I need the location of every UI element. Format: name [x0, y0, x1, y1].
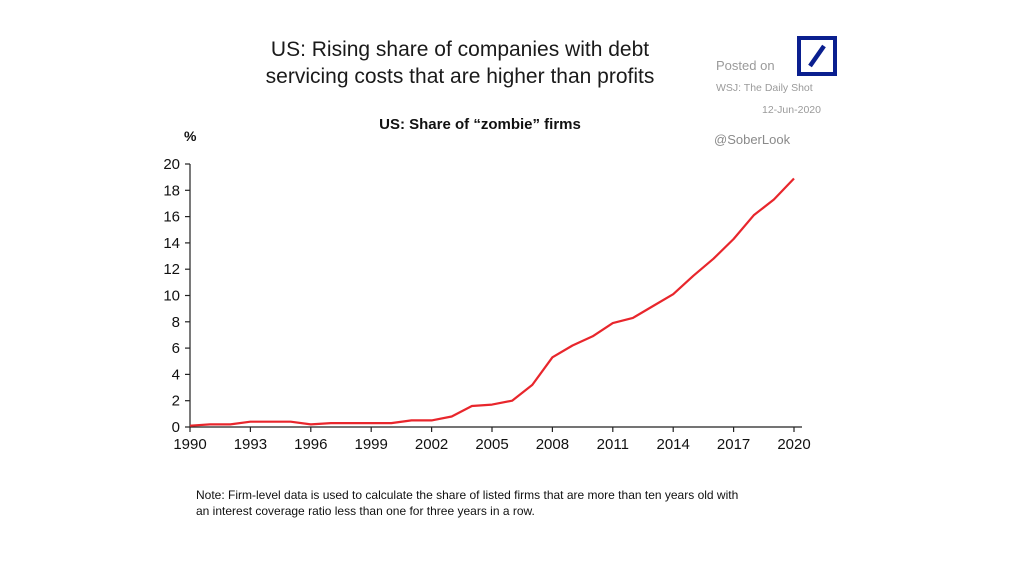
title-line-1: US: Rising share of companies with debt — [270, 38, 650, 61]
title-line-2: servicing costs that are higher than pro… — [265, 65, 655, 88]
series-line-zombie-share — [189, 177, 795, 427]
x-tick-label: 1990 — [173, 436, 206, 453]
y-tick-labels: 0 2 4 6 8 10 12 14 16 18 20 — [163, 156, 180, 436]
y-tick-label: 4 — [172, 366, 180, 383]
y-tick-label: 2 — [172, 393, 180, 410]
x-tick-label: 2005 — [475, 436, 508, 453]
footnote-line-1: Note: Firm-level data is used to calcula… — [196, 488, 739, 502]
x-tick-label: 1999 — [355, 436, 388, 453]
posted-label: Posted on — [716, 58, 775, 73]
y-tick-label: 14 — [163, 235, 180, 252]
y-tick-label: 0 — [172, 419, 180, 436]
deutsche-bank-logo-icon — [797, 36, 837, 76]
x-tick-label: 2020 — [777, 436, 810, 453]
x-tick-label: 2014 — [657, 436, 690, 453]
y-tick-label: 6 — [172, 340, 180, 357]
y-tick-label: 16 — [163, 209, 180, 226]
x-tick-label: 2002 — [415, 436, 448, 453]
y-tick-label: 20 — [163, 156, 180, 173]
logo-slash-icon — [808, 44, 826, 68]
x-tick-labels: 1990 1993 1996 1999 2002 2005 2008 2011 2014 2017… — [173, 436, 810, 453]
footnote: Note: Firm-level data is used to calcula… — [196, 487, 836, 519]
x-tick-label: 2008 — [536, 436, 569, 453]
y-tick-label: 18 — [163, 182, 180, 199]
y-axis-label: % — [184, 128, 197, 144]
x-tick-label: 1996 — [294, 436, 327, 453]
y-tick-label: 12 — [163, 261, 180, 278]
source-outlet: WSJ: The Daily Shot — [716, 82, 813, 94]
chart-subtitle: US: Share of “zombie” firms — [379, 116, 581, 133]
x-tick-label: 1993 — [234, 436, 267, 453]
axes — [185, 163, 802, 432]
y-tick-label: 10 — [163, 288, 180, 305]
x-tick-label: 2017 — [717, 436, 750, 453]
x-tick-label: 2011 — [597, 436, 629, 453]
y-tick-label: 8 — [172, 314, 180, 331]
source-date: 12-Jun-2020 — [762, 104, 821, 116]
chart-title: US: Rising share of companies with debt … — [200, 36, 720, 90]
footnote-line-2: an interest coverage ratio less than one… — [196, 504, 535, 518]
source-handle: @SoberLook — [714, 132, 791, 147]
